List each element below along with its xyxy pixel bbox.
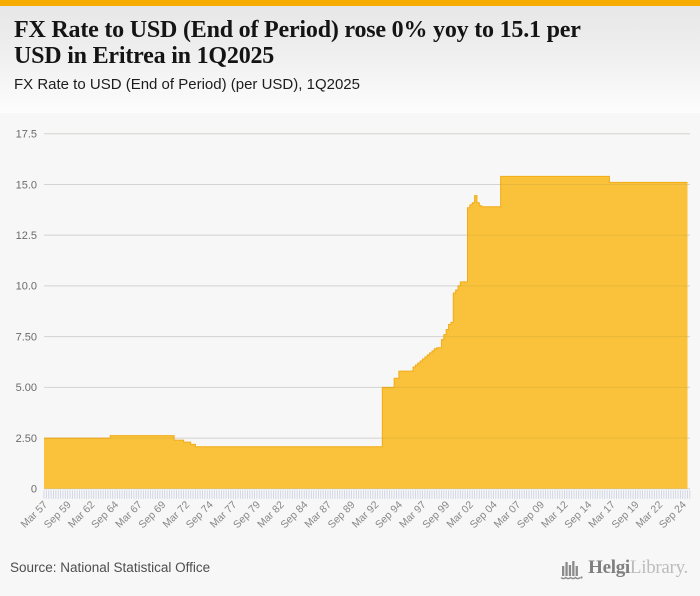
y-gridlines-overlay (44, 133, 690, 490)
svg-text:0: 0 (31, 484, 37, 496)
svg-text:7.50: 7.50 (16, 331, 37, 343)
chart-area: 0 2.50 5.00 7.50 10.0 12.5 15.0 17.5 Mar 57 Sep 5… (0, 113, 700, 545)
svg-text:10.0: 10.0 (16, 281, 37, 293)
source-text: Source: National Statistical Office (10, 560, 211, 575)
page-title-line-1: FX Rate to USD (End of Period) rose 0% y… (14, 17, 581, 43)
area-series (44, 175, 688, 489)
y-axis-labels: 0 2.50 5.00 7.50 10.0 12.5 15.0 17.5 (16, 129, 37, 496)
svg-text:5.00: 5.00 (16, 382, 37, 394)
page-title: FX Rate to USD (End of Period) rose 0% y… (14, 17, 686, 69)
helgi-logo-icon (560, 560, 583, 579)
accent-bar (0, 0, 700, 6)
header: FX Rate to USD (End of Period) rose 0% y… (0, 6, 700, 113)
footer: Source: National Statistical Office Helg… (0, 545, 700, 596)
page-title-line-2: USD in Eritrea in 1Q2025 (14, 43, 275, 69)
svg-text:12.5: 12.5 (16, 230, 37, 242)
svg-text:2.50: 2.50 (16, 433, 37, 445)
x-axis-ticks (43, 490, 691, 499)
logo-word-helgi: Helgi (588, 556, 630, 578)
page-subtitle: FX Rate to USD (End of Period) (per USD)… (14, 76, 360, 93)
logo-word-library: Library. (629, 556, 688, 578)
svg-text:17.5: 17.5 (16, 129, 37, 141)
svg-text:Sep 24: Sep 24 (657, 499, 689, 531)
helgi-logo-text: HelgiLibrary. (588, 557, 688, 579)
svg-text:15.0: 15.0 (16, 179, 37, 191)
helgi-logo: HelgiLibrary. (560, 555, 688, 581)
